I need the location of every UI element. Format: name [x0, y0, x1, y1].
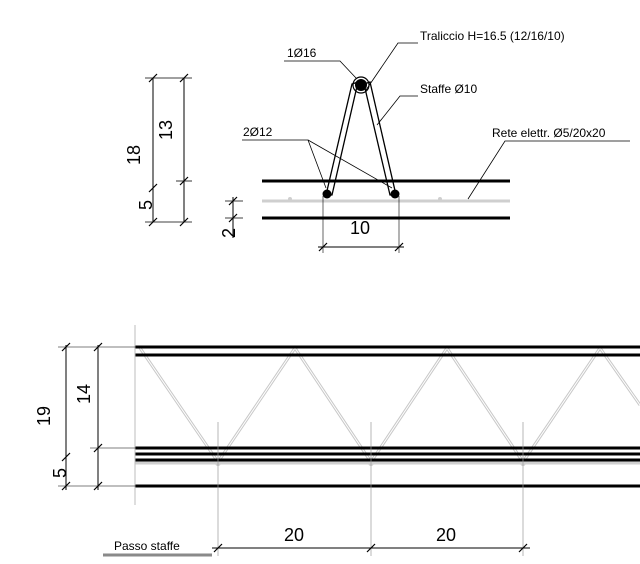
truss-stirrup-right	[363, 81, 397, 196]
truss-bottom-bar-right	[390, 189, 400, 199]
label-bottom-bars: 2Ø12	[243, 125, 273, 139]
dim-text-total: 18	[124, 145, 144, 165]
dim-tick	[228, 213, 238, 223]
leader-bottom-bars-2	[307, 139, 393, 189]
elev-dim-text-lower: 5	[50, 468, 70, 478]
dim-text-width: 10	[350, 218, 370, 238]
dim-tick	[61, 342, 71, 352]
dim-tick	[93, 443, 103, 453]
label-truss: Traliccio H=16.5 (12/16/10)	[420, 29, 565, 43]
truss-stirrup-left	[325, 81, 359, 196]
leader-top-bar	[284, 60, 357, 79]
dim-tick	[93, 481, 103, 491]
dim-tick	[148, 183, 158, 193]
pitch-dim-text-1: 20	[284, 525, 304, 545]
label-top-bar: 1Ø16	[287, 46, 317, 60]
dim-tick	[228, 196, 238, 206]
dim-tick	[318, 242, 328, 252]
truss-diagonals	[138, 345, 640, 465]
dim-tick	[518, 543, 528, 553]
mesh-bar-dot	[288, 197, 292, 201]
dim-tick	[61, 452, 71, 462]
dim-tick	[179, 217, 189, 227]
dim-tick	[93, 342, 103, 352]
dim-tick	[148, 73, 158, 83]
leader-stirrups	[376, 95, 418, 126]
cross-section: 1Ø16 Traliccio H=16.5 (12/16/10) Staffe …	[124, 29, 630, 253]
dim-tick	[366, 543, 376, 553]
dim-tick	[394, 242, 404, 252]
leader-mesh	[467, 140, 630, 200]
label-stirrups: Staffe Ø10	[420, 82, 477, 96]
dim-tick	[179, 176, 189, 186]
elev-dim-text-total: 19	[34, 406, 54, 426]
pitch-label: Passo staffe	[114, 539, 180, 553]
mesh-bar-dot	[438, 197, 442, 201]
dim-tick	[213, 543, 223, 553]
truss-diagonals-inner	[139, 347, 640, 463]
dim-tick	[179, 73, 189, 83]
elev-dim-text-truss: 14	[74, 384, 94, 404]
dim-tick	[61, 481, 71, 491]
pitch-dim-text-2: 20	[436, 525, 456, 545]
dim-tick	[148, 217, 158, 227]
dim-text-cover: 2	[219, 228, 239, 238]
dim-text-lower: 5	[136, 200, 156, 210]
truss-top-bar	[355, 79, 367, 91]
elevation: 19 14 5 20 20 Passo staffe	[34, 325, 640, 557]
label-mesh: Rete elettr. Ø5/20x20	[492, 126, 606, 140]
dim-text-truss: 13	[156, 120, 176, 140]
leader-truss	[365, 42, 418, 91]
truss-bottom-bar-left	[322, 189, 332, 199]
